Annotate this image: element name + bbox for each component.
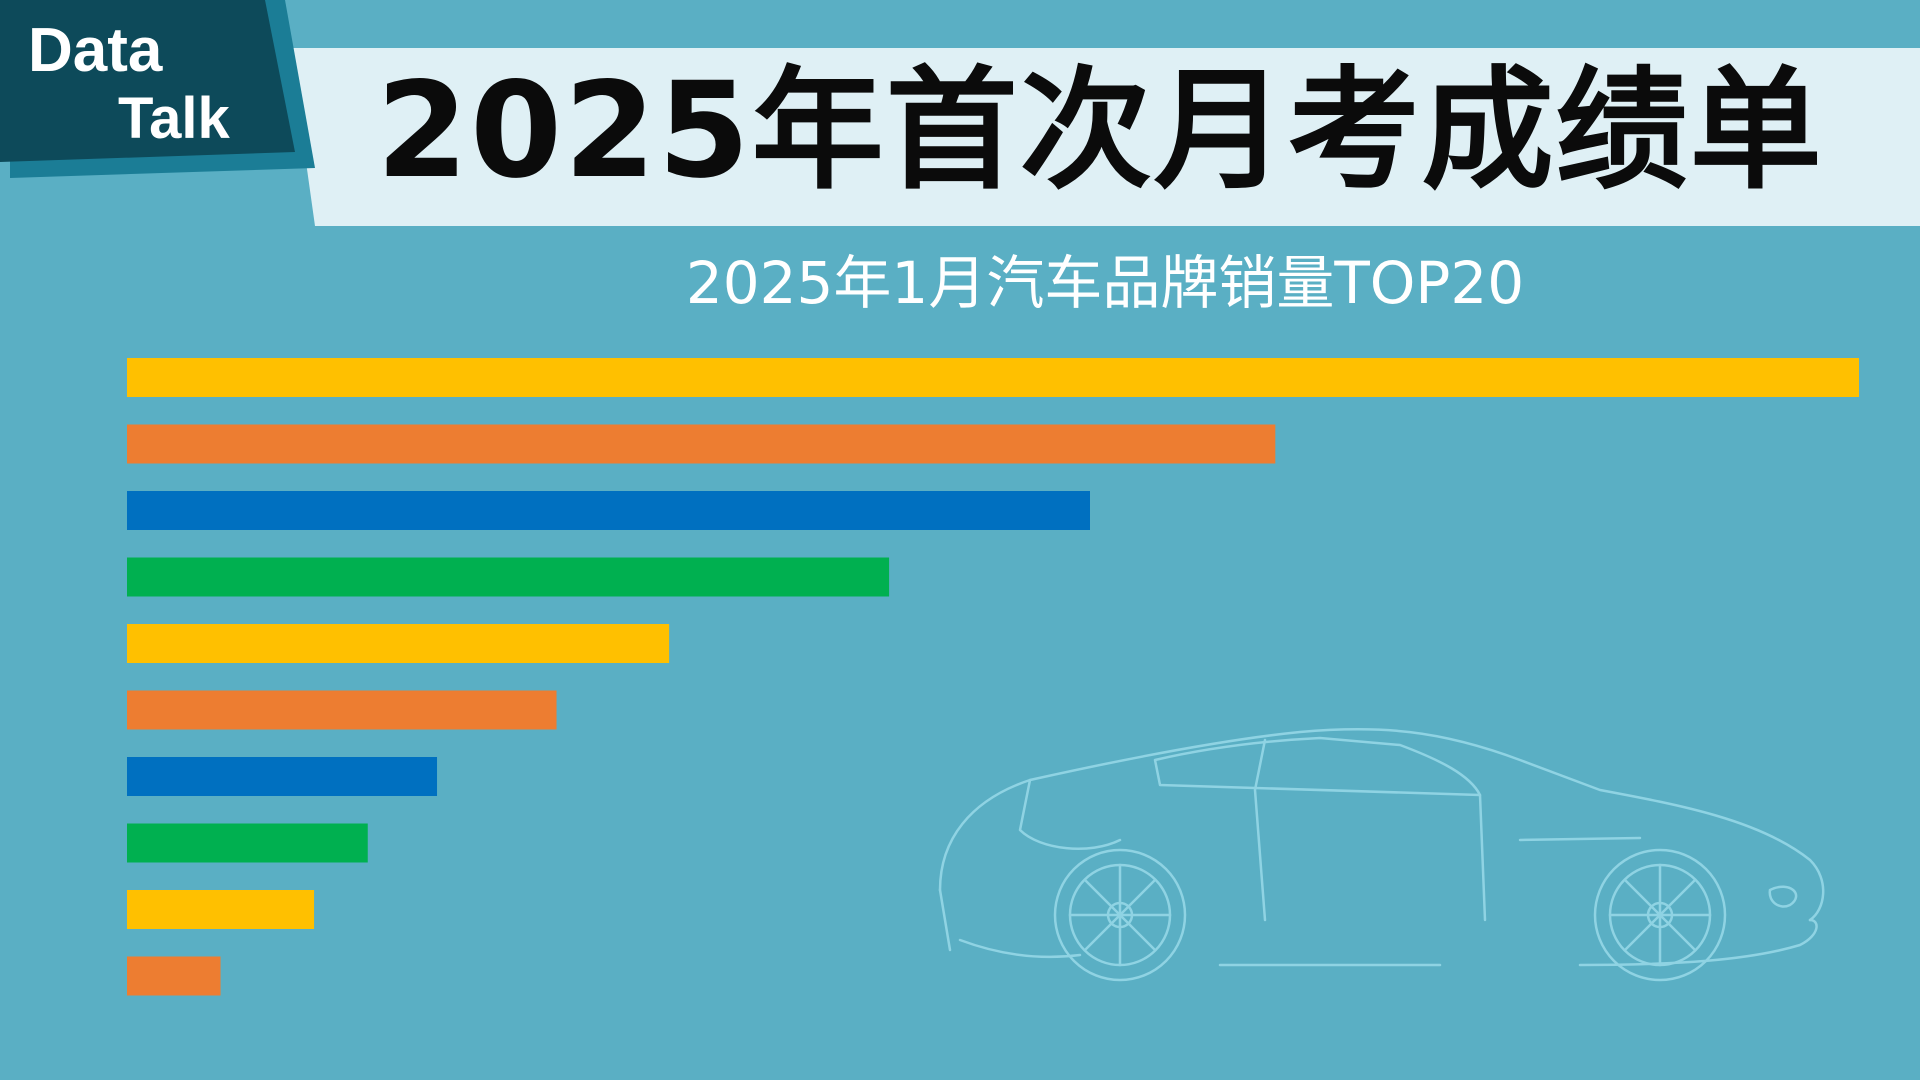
bar-2	[127, 424, 1276, 464]
bar-4	[127, 557, 890, 597]
page-title: 2025年首次月考成绩单	[376, 54, 1824, 208]
logo-text-talk: Talk	[118, 86, 230, 151]
logo-badge	[0, 0, 315, 178]
title-band	[290, 48, 1920, 226]
bar-8	[127, 823, 368, 863]
bar-5	[127, 624, 670, 663]
bar-10	[127, 956, 221, 996]
bar-9	[127, 890, 315, 929]
bar-7	[127, 757, 438, 796]
bar-6	[127, 690, 557, 730]
logo-text-data: Data	[28, 16, 163, 85]
bar-chart	[127, 358, 1859, 996]
chart-subtitle: 2025年1月汽车品牌销量TOP20	[685, 249, 1525, 317]
car-sketch-illustration	[938, 727, 1825, 982]
bar-3	[127, 491, 1090, 530]
bar-1	[127, 358, 1859, 397]
